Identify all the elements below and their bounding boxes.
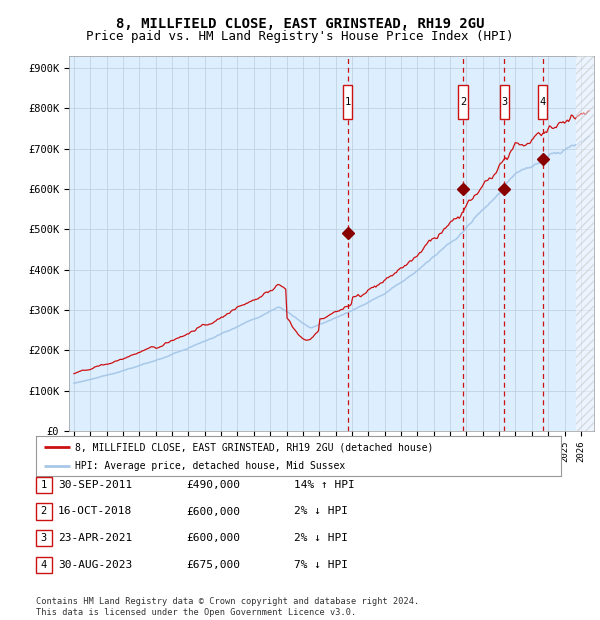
Text: 3: 3: [41, 533, 47, 543]
Text: 2: 2: [41, 507, 47, 516]
FancyBboxPatch shape: [458, 85, 467, 119]
Text: £675,000: £675,000: [186, 560, 240, 570]
Text: £490,000: £490,000: [186, 480, 240, 490]
FancyBboxPatch shape: [538, 85, 547, 119]
Text: 7% ↓ HPI: 7% ↓ HPI: [294, 560, 348, 570]
Text: 8, MILLFIELD CLOSE, EAST GRINSTEAD, RH19 2GU (detached house): 8, MILLFIELD CLOSE, EAST GRINSTEAD, RH19…: [76, 443, 434, 453]
Text: £600,000: £600,000: [186, 507, 240, 516]
Bar: [576, 56, 594, 431]
Text: 14% ↑ HPI: 14% ↑ HPI: [294, 480, 355, 490]
Text: 4: 4: [41, 560, 47, 570]
Text: 16-OCT-2018: 16-OCT-2018: [58, 507, 133, 516]
Text: £600,000: £600,000: [186, 533, 240, 543]
Text: Contains HM Land Registry data © Crown copyright and database right 2024.
This d: Contains HM Land Registry data © Crown c…: [36, 598, 419, 617]
Text: 2% ↓ HPI: 2% ↓ HPI: [294, 533, 348, 543]
Text: 23-APR-2021: 23-APR-2021: [58, 533, 133, 543]
Text: 1: 1: [41, 480, 47, 490]
Text: 2: 2: [460, 97, 466, 107]
Text: HPI: Average price, detached house, Mid Sussex: HPI: Average price, detached house, Mid …: [76, 461, 346, 471]
Text: 4: 4: [539, 97, 546, 107]
Text: 2% ↓ HPI: 2% ↓ HPI: [294, 507, 348, 516]
Text: 8, MILLFIELD CLOSE, EAST GRINSTEAD, RH19 2GU: 8, MILLFIELD CLOSE, EAST GRINSTEAD, RH19…: [116, 17, 484, 32]
Text: 30-AUG-2023: 30-AUG-2023: [58, 560, 133, 570]
FancyBboxPatch shape: [500, 85, 509, 119]
Text: 3: 3: [501, 97, 508, 107]
FancyBboxPatch shape: [343, 85, 352, 119]
Text: 1: 1: [345, 97, 351, 107]
Text: 30-SEP-2011: 30-SEP-2011: [58, 480, 133, 490]
Text: Price paid vs. HM Land Registry's House Price Index (HPI): Price paid vs. HM Land Registry's House …: [86, 30, 514, 43]
